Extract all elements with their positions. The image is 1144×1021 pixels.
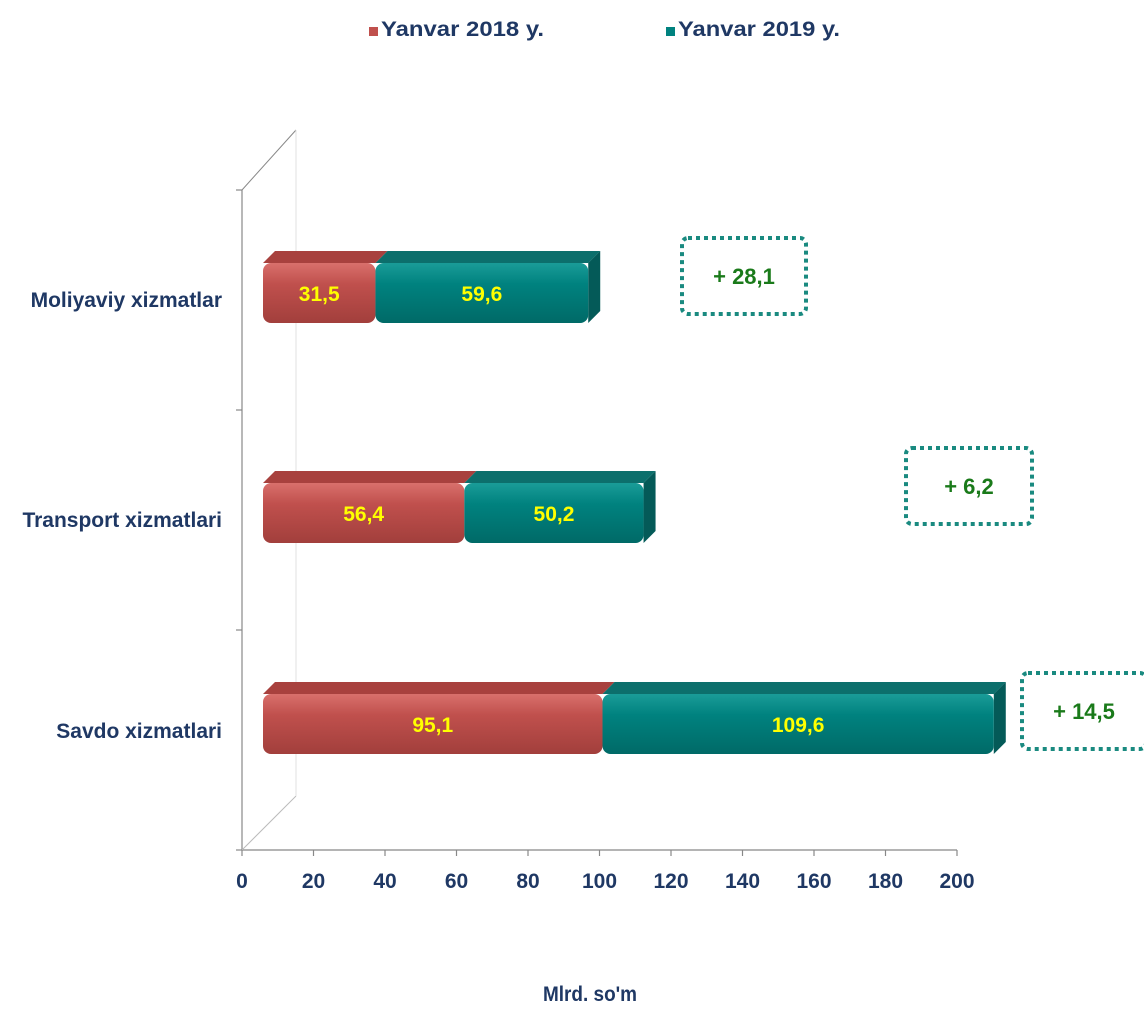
bar-side-face bbox=[993, 682, 1006, 754]
annotation-label: + 28,1 bbox=[713, 264, 775, 289]
bar-top-face bbox=[375, 251, 601, 263]
x-tick-label: 180 bbox=[868, 870, 903, 893]
bar-moliyaviy-xizmatlar-yanvar-2019-y: 59,6 bbox=[375, 251, 601, 323]
x-tick-label: 40 bbox=[373, 870, 396, 893]
x-tick-label: 200 bbox=[939, 870, 974, 893]
category-label-moliyaviy-xizmatlar: Moliyaviy xizmatlar bbox=[31, 289, 222, 312]
bar-front-face bbox=[263, 694, 603, 754]
bar-front-face bbox=[464, 483, 644, 543]
depth-line-top bbox=[241, 129, 297, 191]
legend: Yanvar 2018 y. Yanvar 2019 y. bbox=[369, 18, 840, 41]
x-tick-label: 0 bbox=[236, 870, 248, 893]
bar-side-face bbox=[588, 251, 601, 323]
bar-savdo-xizmatlari-yanvar-2018-y: 95,1 bbox=[263, 682, 615, 754]
bar-moliyaviy-xizmatlar-yanvar-2018-y: 31,5 bbox=[263, 251, 388, 323]
bar-transport-xizmatlari-yanvar-2018-y: 56,4 bbox=[263, 471, 477, 543]
data-label: 109,6 bbox=[772, 714, 825, 737]
x-tick-label: 100 bbox=[582, 870, 617, 893]
legend-swatch-2019 bbox=[666, 27, 675, 36]
bar-side-face bbox=[643, 471, 656, 543]
bar-front-face bbox=[263, 483, 465, 543]
bar-savdo-xizmatlari-yanvar-2019-y: 109,6 bbox=[602, 682, 1006, 754]
difference-annotation: + 14,5 bbox=[1020, 671, 1144, 751]
bar-front-face bbox=[263, 263, 376, 323]
bar-top-face bbox=[464, 471, 656, 483]
x-tick-label: 120 bbox=[653, 870, 688, 893]
bar-transport-xizmatlari-yanvar-2019-y: 50,2 bbox=[464, 471, 656, 543]
depth-line-bottom bbox=[241, 795, 297, 851]
x-axis-title: Mlrd. so'm bbox=[543, 983, 637, 1006]
bar-front-face bbox=[375, 263, 589, 323]
difference-annotation: + 6,2 bbox=[904, 446, 1034, 526]
x-tick-label: 140 bbox=[725, 870, 760, 893]
category-label-transport-xizmatlari: Transport xizmatlari bbox=[22, 509, 222, 532]
category-label-savdo-xizmatlari: Savdo xizmatlari bbox=[56, 720, 222, 743]
x-tick-label: 160 bbox=[796, 870, 831, 893]
annotation-box bbox=[680, 236, 808, 316]
annotation-box bbox=[1020, 671, 1144, 751]
x-tick-label: 60 bbox=[445, 870, 468, 893]
difference-annotation: + 28,1 bbox=[680, 236, 808, 316]
x-tick-label: 20 bbox=[302, 870, 325, 893]
bar-top-face bbox=[263, 682, 615, 694]
data-label: 31,5 bbox=[299, 283, 340, 306]
legend-label-2018: Yanvar 2018 y. bbox=[381, 18, 544, 41]
data-label: 95,1 bbox=[412, 714, 453, 737]
bar-top-face bbox=[263, 251, 388, 263]
legend-swatch-2018 bbox=[369, 27, 378, 36]
data-label: 59,6 bbox=[461, 283, 502, 306]
annotation-label: + 14,5 bbox=[1053, 699, 1115, 724]
axes: 0 20 40 60 80 100 120 140 160 180 200 bbox=[236, 129, 975, 893]
bar-top-face bbox=[602, 682, 1006, 694]
legend-label-2019: Yanvar 2019 y. bbox=[678, 18, 840, 41]
x-tick-label: 80 bbox=[516, 870, 539, 893]
annotation-box bbox=[904, 446, 1034, 526]
bar-top-face bbox=[263, 471, 477, 483]
data-label: 50,2 bbox=[534, 503, 575, 526]
bar-front-face bbox=[602, 694, 994, 754]
data-label: 56,4 bbox=[343, 503, 384, 526]
annotation-label: + 6,2 bbox=[944, 474, 994, 499]
